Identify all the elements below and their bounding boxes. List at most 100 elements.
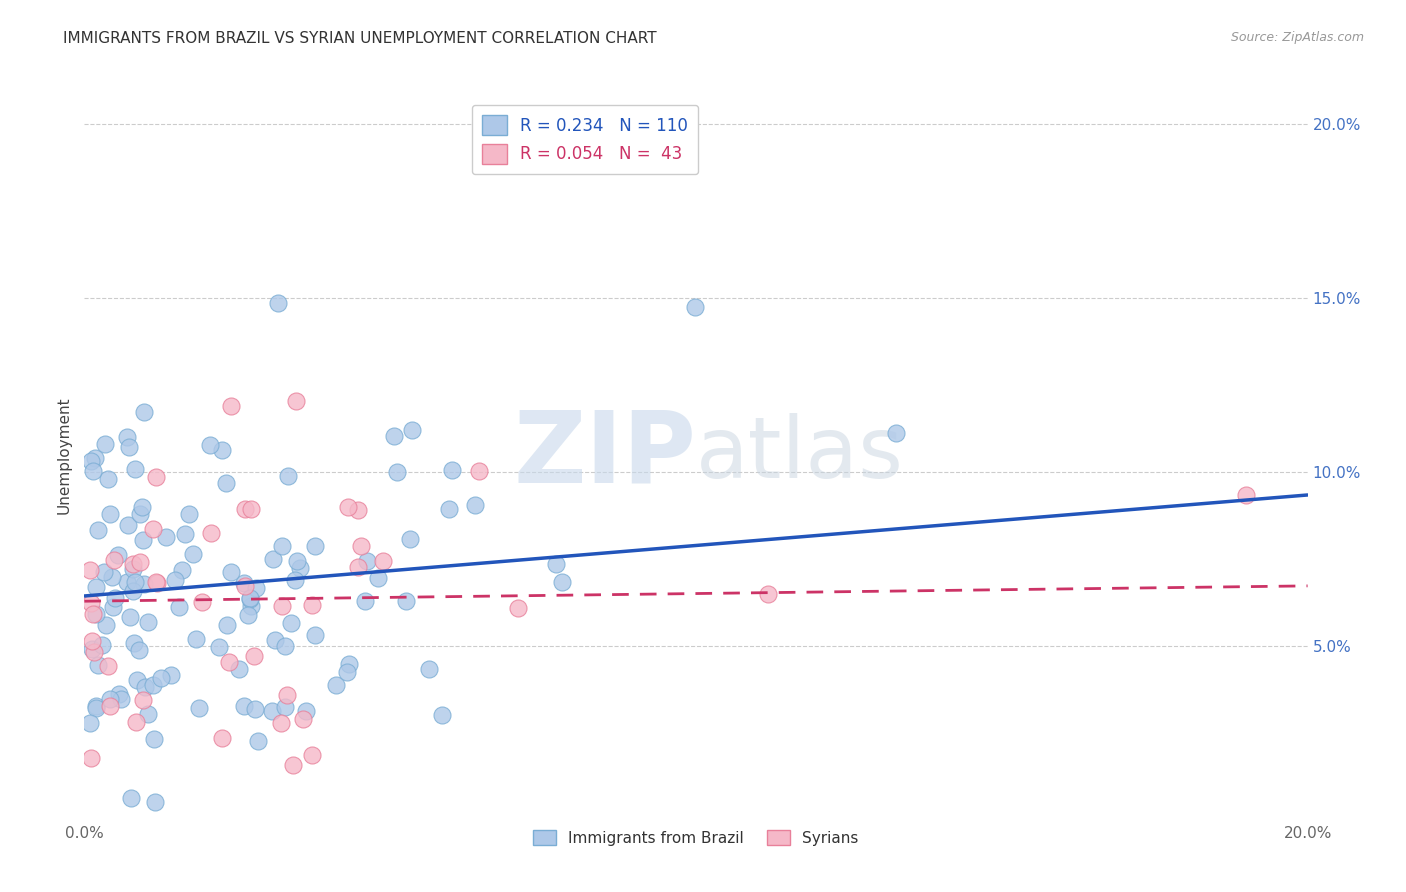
Point [211, 731, 233, 745]
Point [122, 583, 145, 598]
Point [264, 633, 287, 648]
Point [110, 692, 132, 706]
Point [191, 595, 214, 609]
Point [98, 699, 121, 714]
Text: ZIP: ZIP [513, 407, 696, 503]
Point [336, 665, 359, 680]
Point [136, 615, 159, 629]
Point [508, 601, 530, 615]
Text: atlas: atlas [696, 413, 904, 497]
Y-axis label: Unemployment: Unemployment [56, 396, 72, 514]
Point [184, 632, 207, 646]
Point [418, 662, 440, 676]
Text: IMMIGRANTS FROM BRAZIL VS SYRIAN UNEMPLOYMENT CORRELATION CHART: IMMIGRANTS FROM BRAZIL VS SYRIAN UNEMPLO… [63, 31, 657, 46]
Text: Source: ZipAtlas.com: Source: ZipAtlas.com [1230, 31, 1364, 45]
Point [94, 617, 117, 632]
Point [354, 594, 377, 608]
Point [274, 640, 297, 654]
Point [236, 608, 259, 623]
Point [80, 453, 103, 467]
Point [218, 655, 240, 669]
Point [233, 579, 256, 593]
Point [143, 795, 166, 809]
Point [1236, 488, 1258, 502]
Point [211, 442, 233, 457]
Point [399, 533, 422, 547]
Point [98, 691, 121, 706]
Point [437, 502, 460, 516]
Point [325, 678, 347, 692]
Point [79, 563, 101, 577]
Point [136, 706, 159, 721]
Point [80, 751, 103, 765]
Point [756, 587, 779, 601]
Point [91, 638, 114, 652]
Point [155, 530, 177, 544]
Point [84, 450, 107, 465]
Point [233, 575, 256, 590]
Point [198, 438, 221, 452]
Point [387, 465, 409, 479]
Point [87, 523, 110, 537]
Point [384, 428, 406, 442]
Point [117, 441, 139, 455]
Point [266, 295, 288, 310]
Point [215, 475, 238, 490]
Point [120, 791, 142, 805]
Point [284, 394, 307, 409]
Point [142, 522, 165, 536]
Point [395, 593, 418, 607]
Point [217, 618, 239, 632]
Point [94, 437, 117, 451]
Point [200, 526, 222, 541]
Point [131, 500, 153, 514]
Point [80, 596, 103, 610]
Point [125, 673, 148, 687]
Point [145, 469, 167, 483]
Point [163, 573, 186, 587]
Point [277, 469, 299, 483]
Point [131, 692, 153, 706]
Point [86, 658, 108, 673]
Point [159, 668, 181, 682]
Point [150, 672, 173, 686]
Point [101, 570, 124, 584]
Point [367, 571, 389, 585]
Point [239, 591, 262, 606]
Point [97, 659, 120, 673]
Point [270, 715, 292, 730]
Point [86, 580, 108, 594]
Point [347, 502, 370, 516]
Point [270, 599, 292, 613]
Point [285, 554, 308, 568]
Point [118, 610, 141, 624]
Point [93, 565, 115, 579]
Point [346, 560, 368, 574]
Point [132, 533, 155, 548]
Point [219, 565, 242, 579]
Point [260, 704, 283, 718]
Point [284, 573, 307, 587]
Point [232, 698, 254, 713]
Point [295, 704, 318, 718]
Point [172, 563, 194, 577]
Point [124, 462, 146, 476]
Point [169, 599, 191, 614]
Point [239, 591, 262, 606]
Point [401, 423, 423, 437]
Point [103, 553, 125, 567]
Point [245, 581, 267, 595]
Point [240, 502, 263, 516]
Point [134, 680, 156, 694]
Point [291, 712, 314, 726]
Point [80, 633, 103, 648]
Point [142, 732, 165, 747]
Point [281, 758, 304, 772]
Point [544, 557, 567, 571]
Point [84, 700, 107, 714]
Point [464, 499, 486, 513]
Point [104, 591, 127, 605]
Point [551, 574, 574, 589]
Point [274, 700, 297, 714]
Point [228, 662, 250, 676]
